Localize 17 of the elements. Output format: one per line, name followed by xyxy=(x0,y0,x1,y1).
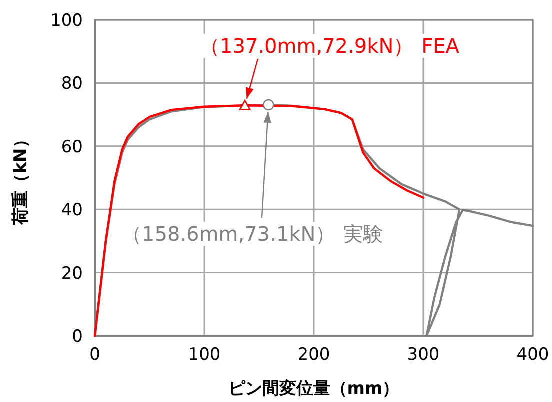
y-tick-label: 60 xyxy=(61,137,83,158)
x-tick-label: 100 xyxy=(188,345,221,365)
x-tick-label: 0 xyxy=(90,345,100,365)
y-tick-label: 0 xyxy=(72,327,83,347)
y-tick-label: 40 xyxy=(61,200,83,221)
annotation: （158.6mm,73.1kN） xyxy=(122,222,336,246)
x-axis-title: ピン間変位量（mm） xyxy=(228,379,400,399)
y-tick-label: 20 xyxy=(61,264,83,284)
x-tick-label: 400 xyxy=(516,345,550,365)
y-axis-title: 荷重（kN） xyxy=(11,131,31,226)
x-tick-label: 300 xyxy=(407,345,440,365)
annotation: （137.0mm,72.9kN） xyxy=(200,34,414,58)
y-tick-label: 80 xyxy=(61,74,83,94)
annotation: （137.0mm,72.9kN） FEA xyxy=(198,34,462,110)
y-tick-label: 100 xyxy=(50,11,83,31)
x-tick-label: 200 xyxy=(298,345,330,365)
text: 実験 xyxy=(344,222,384,246)
